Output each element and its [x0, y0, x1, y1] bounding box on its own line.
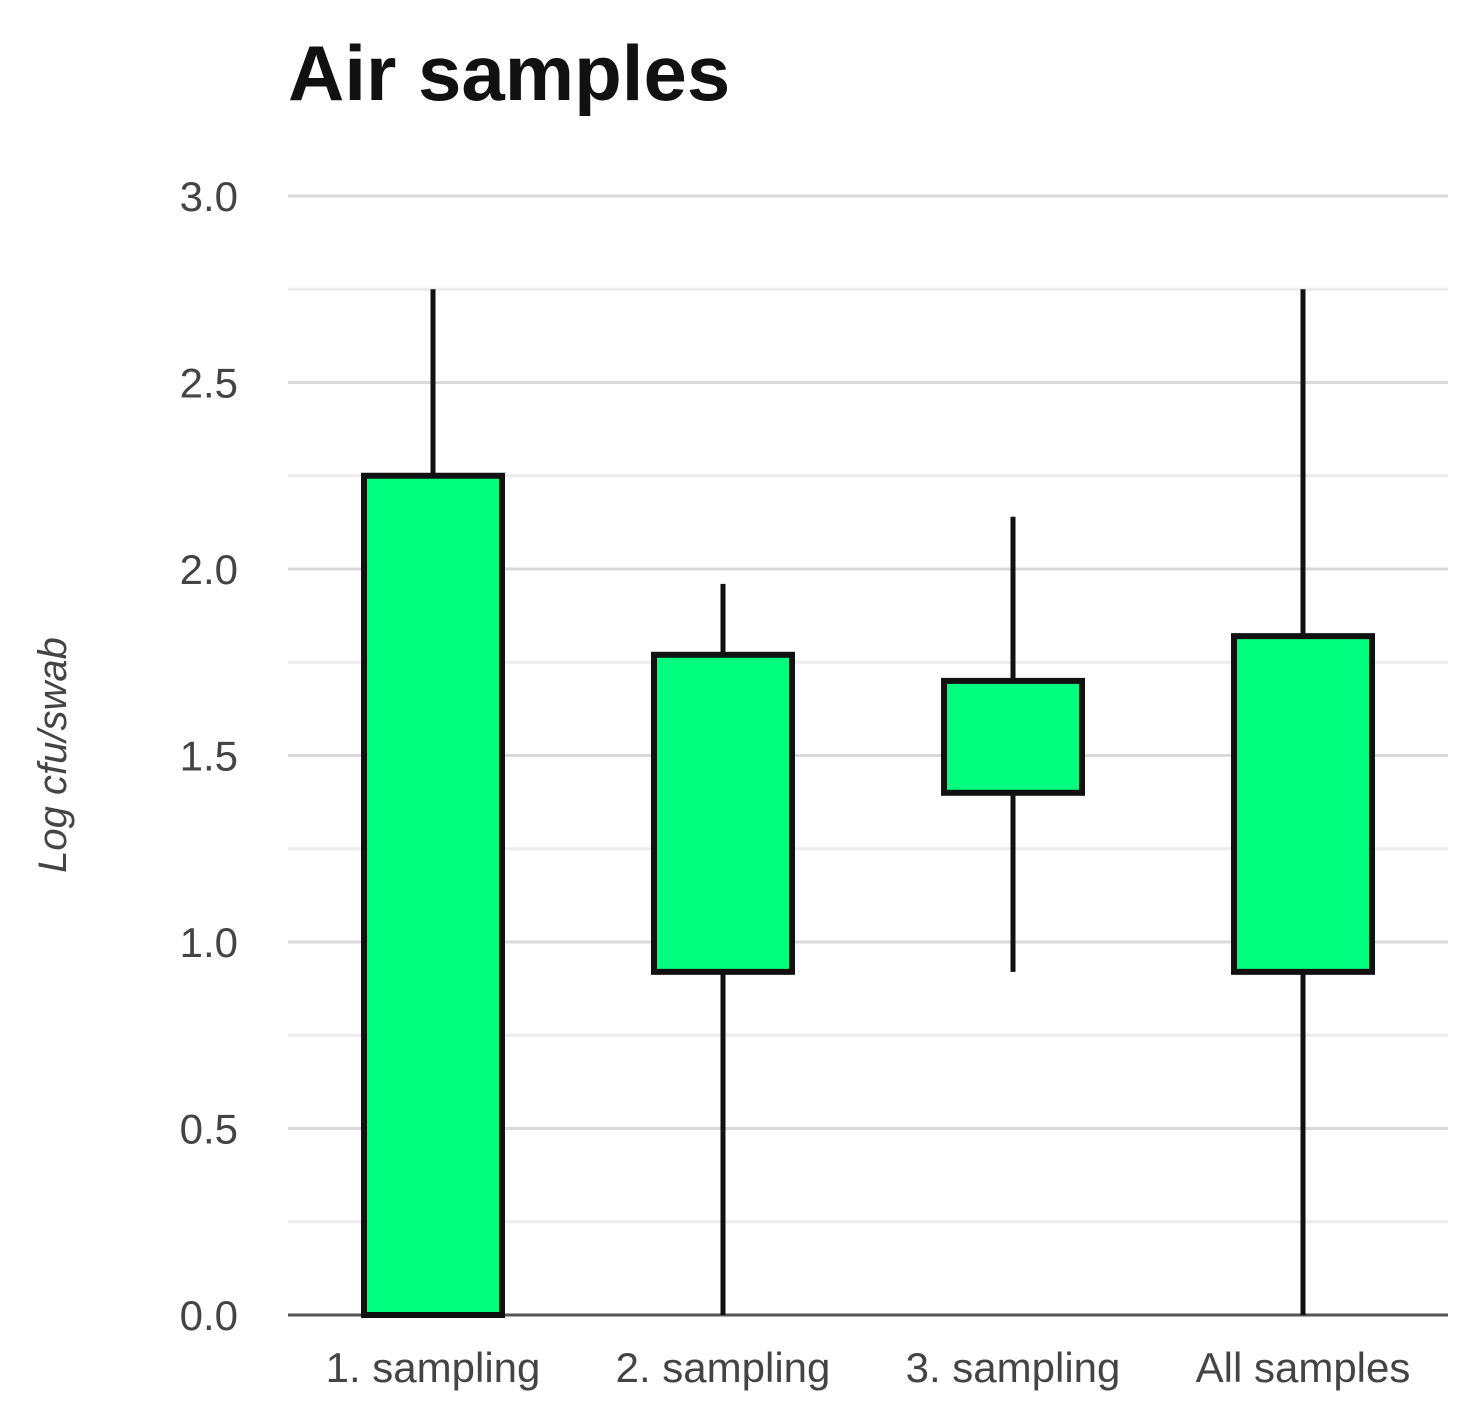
box-rect	[651, 651, 795, 975]
x-category-label: 1. sampling	[326, 1344, 541, 1391]
boxes	[361, 289, 1375, 1318]
x-category-labels: 1. sampling 2. sampling 3. sampling All sam…	[326, 1344, 1411, 1391]
y-tick-label: 3.0	[180, 173, 238, 220]
box-3	[941, 516, 1085, 972]
box-rect	[361, 472, 505, 1318]
y-tick-label: 1.0	[180, 919, 238, 966]
box-rect	[941, 677, 1085, 796]
y-tick-label: 0.0	[180, 1292, 238, 1339]
y-tick-label: 2.5	[180, 360, 238, 407]
x-category-label: 3. sampling	[906, 1344, 1121, 1391]
box-4	[1231, 289, 1375, 1315]
y-axis-label: Log cfu/swab	[31, 637, 75, 873]
x-category-label: 2. sampling	[616, 1344, 831, 1391]
box-rect	[1231, 633, 1375, 975]
y-tick-label: 2.0	[180, 546, 238, 593]
x-category-label: All samples	[1196, 1344, 1411, 1391]
box-1	[361, 289, 505, 1318]
box-2	[651, 583, 795, 1315]
chart-title: Air samples	[288, 29, 730, 117]
y-tick-label: 1.5	[180, 733, 238, 780]
y-tick-labels: 0.0 0.5 1.0 1.5 2.0 2.5 3.0	[180, 173, 238, 1339]
y-tick-label: 0.5	[180, 1106, 238, 1153]
